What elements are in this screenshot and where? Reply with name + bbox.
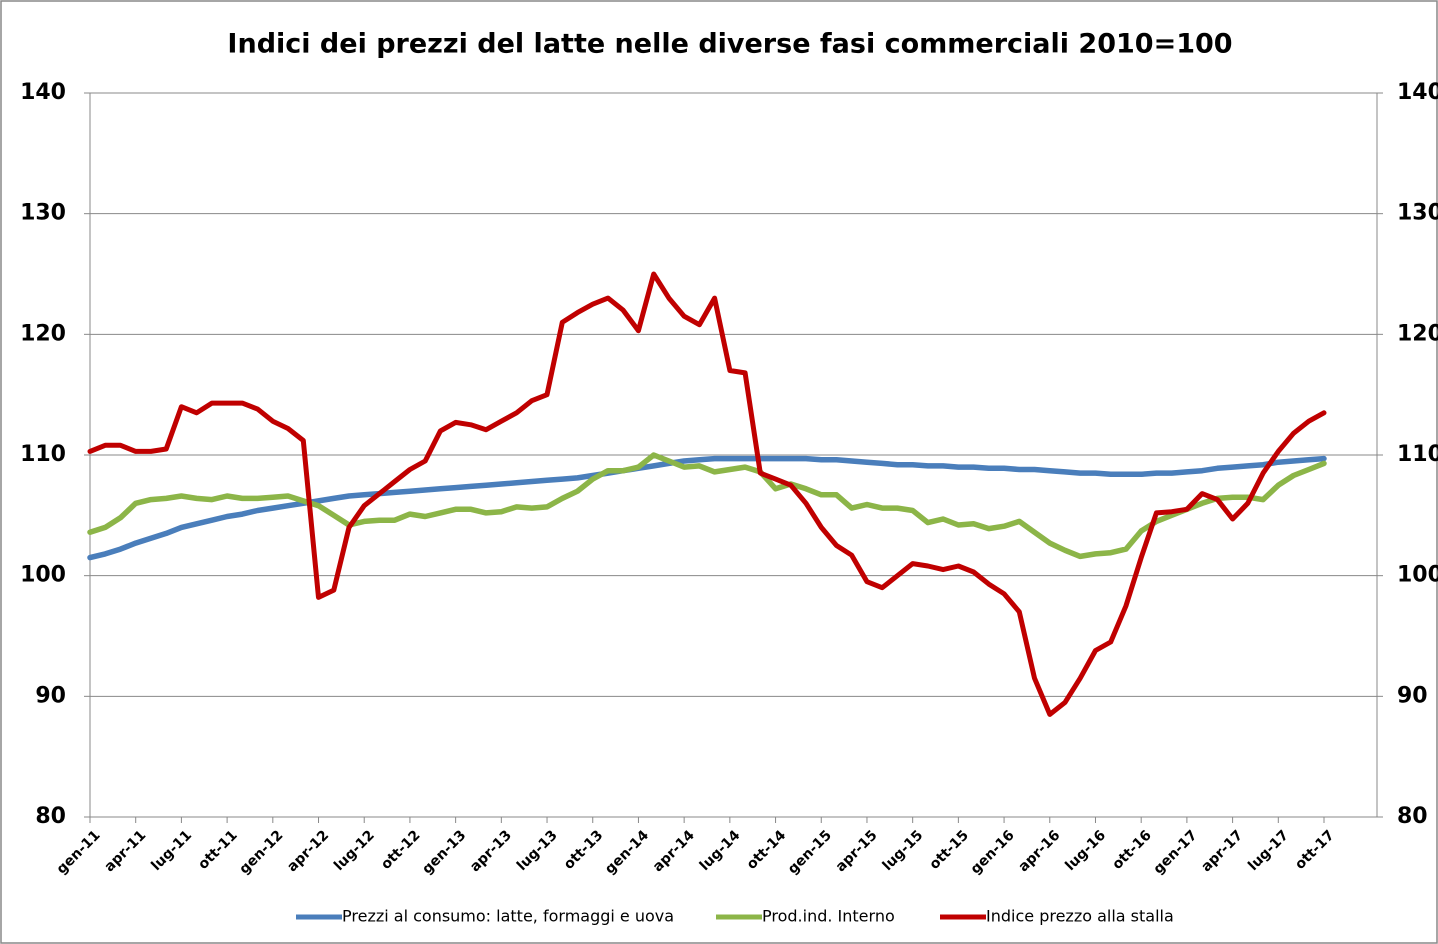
y-tick-label: 120 [20,321,66,346]
y2-tick-label: 100 [1397,563,1438,588]
series-line [87,271,1327,717]
y-tick-label: 90 [35,683,66,708]
y-tick-label: 110 [20,442,66,467]
y2-tick-label: 130 [1397,201,1438,226]
legend-label: Prezzi al consumo: latte, formaggi e uov… [342,907,674,926]
series-line [87,455,1327,561]
legend-label: Indice prezzo alla stalla [986,907,1174,926]
legend-label: Prod.ind. Interno [762,907,895,926]
y2-tick-label: 110 [1397,442,1438,467]
y-tick-label: 130 [20,201,66,226]
y-tick-label: 80 [35,804,66,829]
y2-tick-label: 140 [1397,80,1438,105]
y2-tick-label: 90 [1397,683,1428,708]
y-tick-label: 100 [20,563,66,588]
series-line [87,452,1327,560]
y2-tick-label: 80 [1397,804,1428,829]
y2-tick-label: 120 [1397,321,1438,346]
y-tick-label: 140 [20,80,66,105]
chart-title: Indici dei prezzi del latte nelle divers… [227,29,1232,60]
